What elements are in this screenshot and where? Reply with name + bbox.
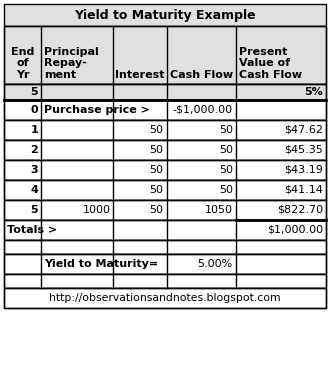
- Bar: [4, 288, 326, 308]
- Text: Purchase price >: Purchase price >: [44, 105, 150, 115]
- Bar: [4, 180, 326, 200]
- Bar: [4, 180, 326, 200]
- Text: 50: 50: [149, 205, 164, 215]
- Bar: [4, 200, 326, 220]
- Text: Interest: Interest: [115, 70, 165, 80]
- Text: 50: 50: [149, 185, 164, 195]
- Text: 3: 3: [30, 165, 38, 175]
- Bar: [4, 120, 326, 140]
- Bar: [4, 220, 326, 240]
- Text: 50: 50: [219, 145, 233, 155]
- Text: -$1,000.00: -$1,000.00: [173, 105, 233, 115]
- Bar: [4, 4, 326, 26]
- Text: 50: 50: [219, 165, 233, 175]
- Bar: [4, 254, 326, 274]
- Text: $41.14: $41.14: [284, 185, 323, 195]
- Bar: [4, 140, 326, 160]
- Bar: [4, 160, 326, 180]
- Text: Yield to Maturity Example: Yield to Maturity Example: [74, 8, 256, 21]
- Bar: [4, 120, 326, 140]
- Bar: [4, 84, 326, 100]
- Text: 1: 1: [30, 125, 38, 135]
- Text: 50: 50: [149, 125, 164, 135]
- Text: Principal
Repay-
ment: Principal Repay- ment: [44, 47, 99, 80]
- Text: 0: 0: [30, 105, 38, 115]
- Text: $822.70: $822.70: [277, 205, 323, 215]
- Text: Present
Value of
Cash Flow: Present Value of Cash Flow: [239, 47, 302, 80]
- Text: 2: 2: [30, 145, 38, 155]
- Text: End
of
Yr: End of Yr: [11, 47, 34, 80]
- Text: 5.00%: 5.00%: [198, 259, 233, 269]
- Text: 1050: 1050: [205, 205, 233, 215]
- Text: 5%: 5%: [304, 87, 323, 97]
- Text: 50: 50: [149, 145, 164, 155]
- Text: 50: 50: [219, 125, 233, 135]
- Bar: [4, 200, 326, 220]
- Text: 4: 4: [30, 185, 38, 195]
- Text: 5: 5: [30, 87, 38, 97]
- Text: 5: 5: [30, 205, 38, 215]
- Bar: [4, 240, 326, 254]
- Text: 1000: 1000: [82, 205, 111, 215]
- Bar: [4, 274, 326, 288]
- Text: $43.19: $43.19: [284, 165, 323, 175]
- Bar: [4, 26, 326, 84]
- Text: 50: 50: [149, 165, 164, 175]
- Bar: [4, 240, 326, 254]
- Bar: [4, 160, 326, 180]
- Bar: [4, 140, 326, 160]
- Bar: [4, 254, 326, 274]
- Text: Yield to Maturity=: Yield to Maturity=: [44, 259, 158, 269]
- Text: $47.62: $47.62: [284, 125, 323, 135]
- Bar: [4, 26, 326, 84]
- Text: $1,000.00: $1,000.00: [267, 225, 323, 235]
- Bar: [4, 100, 326, 120]
- Bar: [4, 274, 326, 288]
- Bar: [4, 220, 326, 240]
- Bar: [4, 84, 326, 100]
- Text: 50: 50: [219, 185, 233, 195]
- Text: Cash Flow: Cash Flow: [170, 70, 233, 80]
- Text: $45.35: $45.35: [284, 145, 323, 155]
- Text: Totals >: Totals >: [7, 225, 57, 235]
- Bar: [4, 288, 326, 308]
- Text: http://observationsandnotes.blogspot.com: http://observationsandnotes.blogspot.com: [49, 293, 281, 303]
- Bar: [4, 100, 326, 120]
